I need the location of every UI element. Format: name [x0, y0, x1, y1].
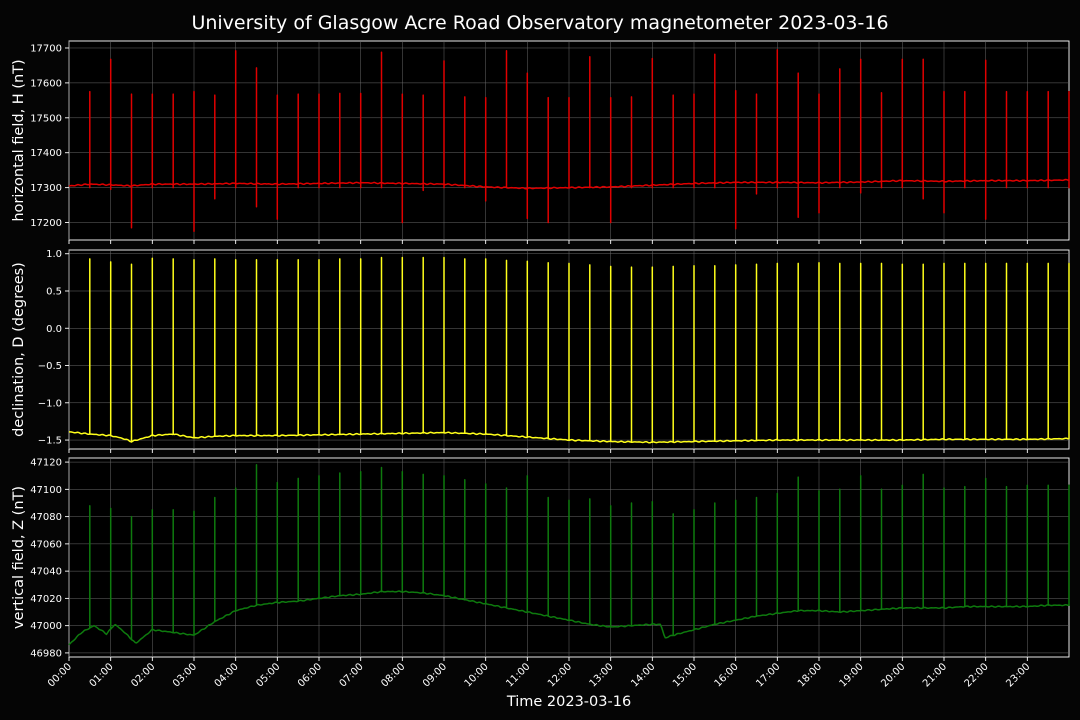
y-tick-label: 46980: [30, 648, 62, 659]
y-axis-label-h: horizontal field, H (nT): [11, 59, 27, 221]
y-tick-label: 17200: [30, 218, 62, 229]
y-tick-label: 47080: [30, 512, 62, 523]
y-tick-label: 47060: [30, 539, 62, 550]
series-line-h: [68, 48, 1070, 233]
panels-group: 17200 17300 17400 17500 17600 17700horizontal…: [11, 40, 1070, 690]
series-line-z: [68, 464, 1070, 646]
panel-d: −1.5 −1.0 −0.5 0.0 0.5 1.0 declination, D (deg…: [11, 249, 1070, 453]
y-tick-label: 17500: [30, 113, 62, 124]
x-axis-label: Time 2023-03-16: [506, 694, 631, 710]
chart-title: University of Glasgow Acre Road Observat…: [191, 12, 888, 34]
y-axis-label-z: vertical field, Z (nT): [11, 486, 27, 629]
y-tick-label: 17400: [30, 148, 62, 159]
panel-z: 46980 47000 47020 47040 47060 47080 47100 47120…: [11, 457, 1070, 661]
y-tick-label: 17300: [30, 183, 62, 194]
y-tick-label: 47120: [30, 458, 62, 469]
series-line-d: [69, 256, 1070, 444]
panel-h: 17200 17300 17400 17500 17600 17700horizontal…: [11, 40, 1070, 244]
y-tick-label: 17600: [30, 78, 62, 89]
y-tick-label: 47100: [30, 485, 62, 496]
y-tick-label: 0.5: [46, 286, 62, 297]
y-tick-label: 47020: [30, 594, 62, 605]
y-tick-label: 47040: [30, 567, 62, 578]
y-axis-label-d: declination, D (degrees): [11, 262, 27, 437]
y-tick-label: −1.0: [38, 398, 62, 409]
y-tick-label: −1.5: [38, 436, 62, 447]
y-tick-label: −0.5: [38, 361, 62, 372]
y-tick-label: 47000: [30, 621, 62, 632]
y-tick-label: 17700: [30, 43, 62, 54]
y-tick-label: 0.0: [46, 324, 62, 335]
y-tick-label: 1.0: [46, 249, 62, 260]
